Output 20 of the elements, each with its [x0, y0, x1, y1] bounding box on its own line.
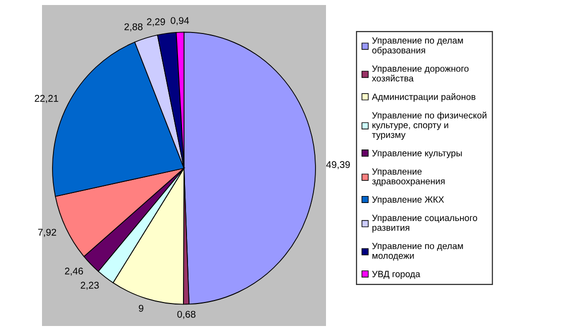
- data-label: 2,23: [80, 282, 99, 290]
- data-label: 2,46: [64, 268, 83, 276]
- data-label: 2,29: [147, 18, 165, 26]
- data-label: 22,21: [34, 94, 58, 103]
- legend-label: Управление по делам молодежи: [372, 242, 463, 261]
- legend-label: Администрации районов: [372, 93, 476, 102]
- data-label: 2,88: [124, 23, 143, 32]
- data-label: 0,94: [170, 17, 189, 26]
- legend-label: Управление социального развития: [372, 214, 478, 233]
- data-label: 7,92: [38, 228, 56, 237]
- legend-label: Управление дорожного хозяйства: [372, 65, 469, 82]
- legend-label: Управление культуры: [372, 150, 462, 158]
- data-label: 0,68: [177, 310, 196, 319]
- legend-label: Управление ЖКХ: [372, 196, 444, 205]
- legend-label: УВД города: [372, 270, 420, 280]
- legend-label: Управление по физической культуре, спорту и туризму: [372, 112, 486, 140]
- legend-label: Управление здравоохранения: [372, 168, 445, 186]
- legend-label: Управление по делам образования: [372, 37, 463, 56]
- data-label: 49,39: [326, 161, 350, 170]
- data-label: 9: [138, 304, 144, 312]
